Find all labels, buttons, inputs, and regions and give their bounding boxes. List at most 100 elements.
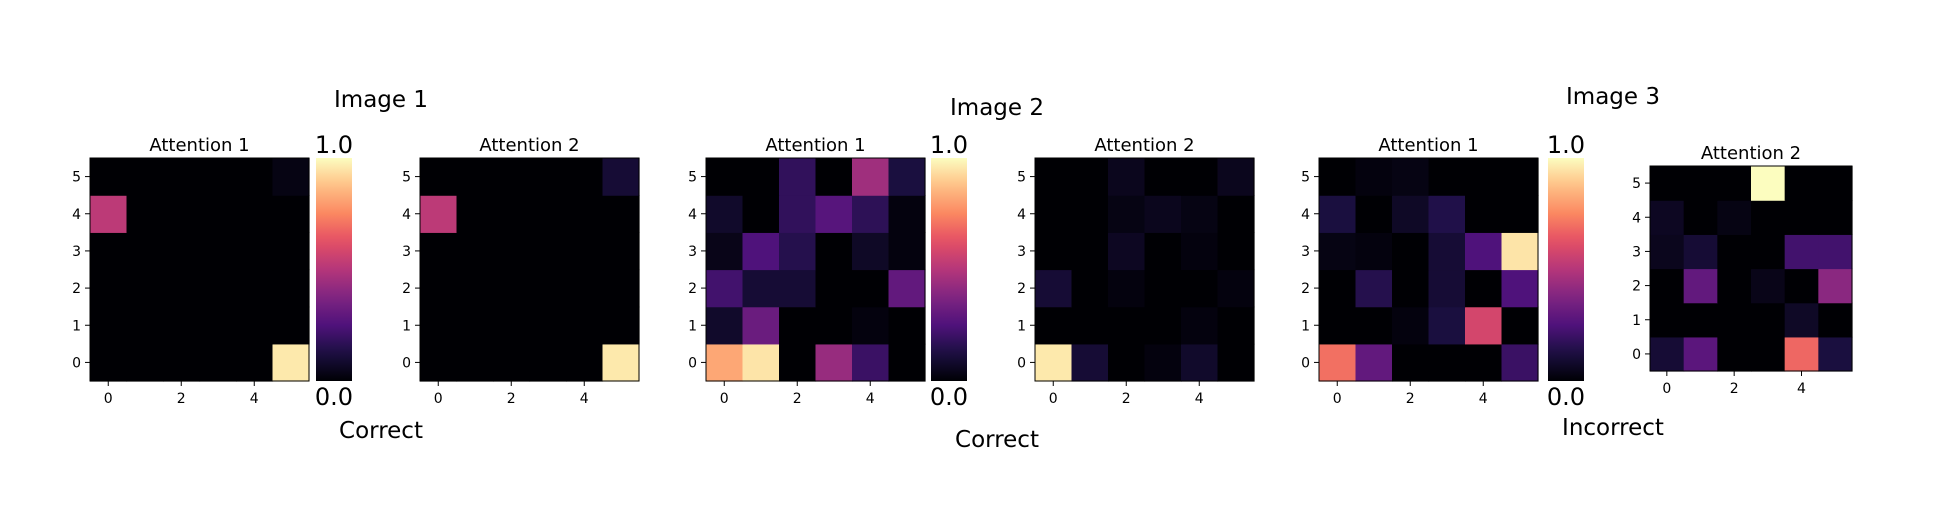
heatmap-cell <box>1650 234 1685 270</box>
heatmap-cell <box>1751 234 1786 270</box>
x-tick-label: 0 <box>1333 391 1342 407</box>
heatmap-cell <box>1428 195 1466 233</box>
heatmap-cell <box>742 269 780 308</box>
heatmap-cell <box>852 306 890 345</box>
heatmap-cell <box>90 195 128 233</box>
colorbar-max-label: 1.0 <box>930 131 968 159</box>
y-tick-label: 0 <box>1017 355 1026 371</box>
heatmap-cell <box>1035 269 1073 308</box>
heatmap-cell <box>272 195 310 233</box>
heatmap-cell <box>742 306 780 345</box>
heatmap-cell <box>1683 166 1718 201</box>
heatmap-cell <box>420 232 458 271</box>
heatmap-cell <box>199 195 237 233</box>
heatmap-cell <box>1319 343 1357 382</box>
heatmap-cell <box>1818 200 1853 235</box>
heatmap-cell <box>852 269 890 308</box>
heatmap-cell <box>1501 306 1539 345</box>
y-tick-label: 5 <box>402 170 411 186</box>
heatmap-cell <box>493 232 531 271</box>
heatmap-cell <box>602 195 640 233</box>
heatmap-cell <box>1650 302 1685 338</box>
heatmap-cell <box>1071 343 1109 382</box>
heatmap-cell <box>779 195 817 233</box>
panel-frame <box>705 157 926 382</box>
heatmap-cell <box>1683 234 1718 270</box>
heatmap-cell <box>1501 232 1539 271</box>
heatmap-cell <box>1355 269 1393 308</box>
heatmap-cell <box>706 158 744 196</box>
heatmap-cell <box>1217 269 1255 308</box>
heatmap-cell <box>779 343 817 382</box>
heatmap-cell <box>1465 195 1503 233</box>
heatmap-cell <box>199 269 237 308</box>
heatmap-cell <box>779 232 817 271</box>
heatmap-cell <box>1501 195 1539 233</box>
heatmap-cell <box>272 269 310 308</box>
x-tick-label: 4 <box>250 391 259 407</box>
heatmap-cell <box>602 343 640 382</box>
heatmap-cell <box>1818 268 1853 304</box>
heatmap-cell <box>1108 158 1146 196</box>
heatmap-cell <box>272 343 310 382</box>
heatmap-cell <box>1035 158 1073 196</box>
heatmap-cell <box>566 343 604 382</box>
heatmap-cell <box>1035 306 1073 345</box>
y-tick-label: 5 <box>1017 170 1026 186</box>
heatmap-cell <box>199 158 237 196</box>
y-tick-label: 2 <box>72 281 81 297</box>
heatmap-cell <box>1071 269 1109 308</box>
heatmap-cell <box>1717 166 1752 201</box>
heatmap-cell <box>1717 302 1752 338</box>
heatmap-cell <box>1392 232 1430 271</box>
heatmap-cell <box>493 343 531 382</box>
panel-title: Attention 1 <box>149 135 249 156</box>
heatmap-cell <box>602 158 640 196</box>
y-tick-label: 1 <box>1301 318 1310 334</box>
heatmap-cell <box>706 232 744 271</box>
heatmap-cell <box>706 195 744 233</box>
heatmap-cell <box>888 306 926 345</box>
heatmap-cell <box>1319 158 1357 196</box>
heatmap-cell <box>420 306 458 345</box>
heatmap-cell <box>1784 336 1819 372</box>
heatmap-cell <box>566 232 604 271</box>
heatmap-cell <box>1428 158 1466 196</box>
heatmap-cell <box>888 158 926 196</box>
y-tick-label: 2 <box>402 281 411 297</box>
heatmap-cell <box>1108 343 1146 382</box>
heatmap-cell <box>706 269 744 308</box>
y-tick-label: 4 <box>1301 207 1310 223</box>
y-tick-label: 3 <box>1632 244 1641 260</box>
heatmap-cell <box>1683 200 1718 235</box>
heatmap-cell <box>779 158 817 196</box>
x-tick-label: 2 <box>1406 391 1415 407</box>
heatmap-cell <box>1355 343 1393 382</box>
heatmap-cell <box>852 232 890 271</box>
heatmap-cell <box>1392 306 1430 345</box>
heatmap-cell <box>1650 166 1685 201</box>
y-tick-label: 2 <box>688 281 697 297</box>
heatmap-cell <box>1392 158 1430 196</box>
x-tick-label: 4 <box>866 391 875 407</box>
heatmap-cell <box>1035 195 1073 233</box>
y-tick-label: 1 <box>72 318 81 334</box>
heatmap-cell <box>852 195 890 233</box>
heatmap-cell <box>236 306 274 345</box>
panel-title: Attention 1 <box>765 135 865 156</box>
heatmap-cell <box>456 343 494 382</box>
heatmap-cell <box>1071 306 1109 345</box>
heatmap-cell <box>420 195 458 233</box>
heatmap-cell <box>90 269 128 308</box>
heatmap-cell <box>420 158 458 196</box>
panel-frame <box>419 157 640 382</box>
heatmap-cell <box>1108 269 1146 308</box>
heatmap-cell <box>1355 306 1393 345</box>
heatmap-cell <box>126 343 164 382</box>
x-tick-label: 2 <box>1122 391 1131 407</box>
heatmap-cell <box>1751 200 1786 235</box>
y-tick-label: 5 <box>1632 176 1641 192</box>
heatmap-cell <box>1217 232 1255 271</box>
heatmap-cell <box>1181 158 1219 196</box>
